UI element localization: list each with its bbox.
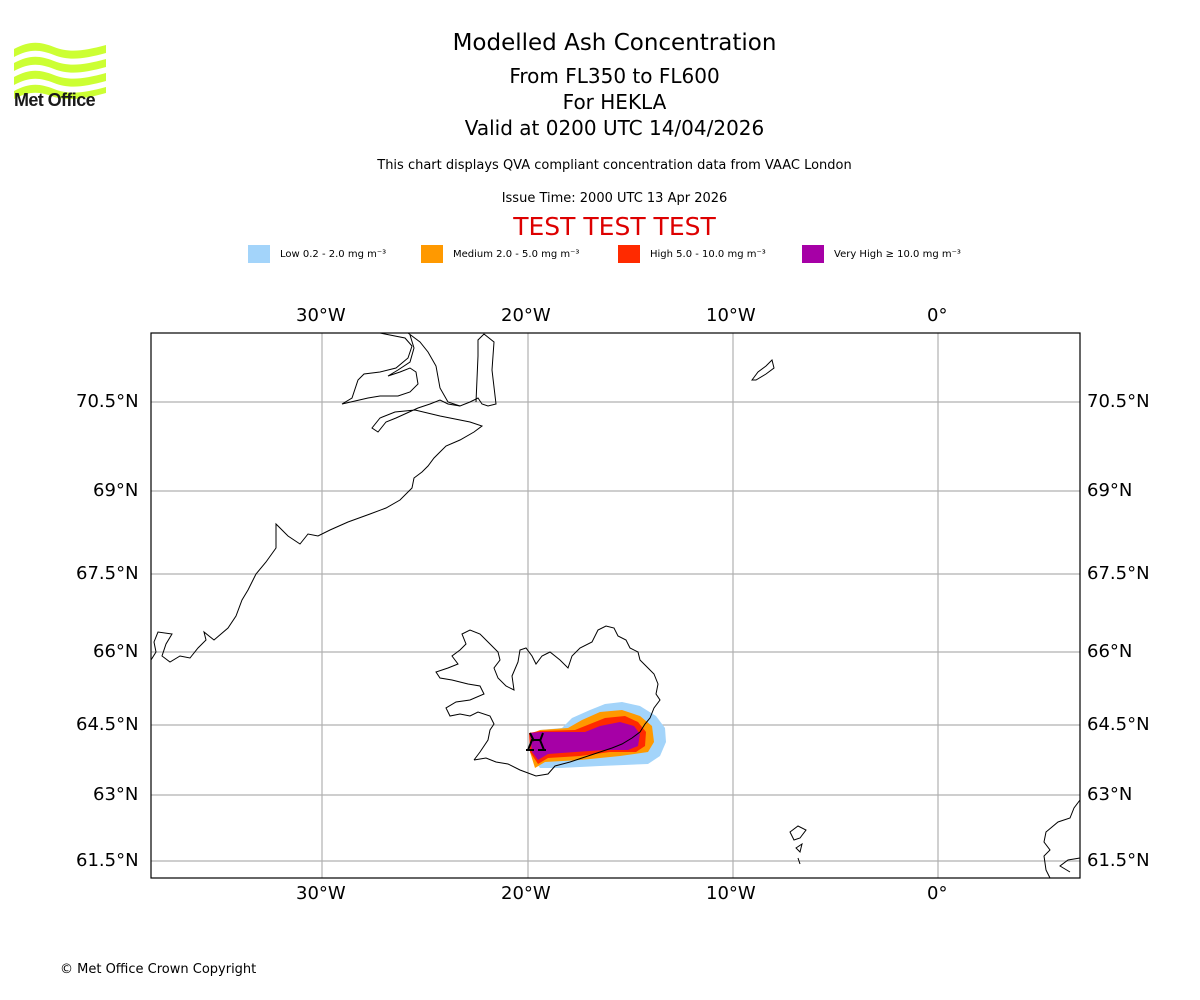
lat-tick-left-70-5: 70.5°N <box>76 391 139 412</box>
coastline-norway <box>1043 799 1081 879</box>
legend-label-high: High 5.0 - 10.0 mg m⁻³ <box>650 248 766 260</box>
lat-tick-left-61-5: 61.5°N <box>76 850 139 871</box>
coastline-iceland <box>435 625 661 777</box>
logo-text: Met Office <box>14 90 96 110</box>
copyright-footer: © Met Office Crown Copyright <box>60 962 257 977</box>
lat-tick-left-69: 69°N <box>93 480 139 501</box>
ash-high-region <box>529 716 646 764</box>
lat-tick-left-63: 63°N <box>93 784 139 805</box>
lat-tick-right-64-5: 64.5°N <box>1087 714 1150 735</box>
coastline-jan-mayen <box>751 359 775 381</box>
volcano-name: For HEKLA <box>562 90 667 114</box>
valid-time: Valid at 0200 UTC 14/04/2026 <box>464 116 765 140</box>
lon-tick-bottom-10w: 10°W <box>706 883 756 904</box>
lat-tick-right-70-5: 70.5°N <box>1087 391 1150 412</box>
test-banner: TEST TEST TEST <box>513 212 716 241</box>
issue-time: Issue Time: 2000 UTC 13 Apr 2026 <box>501 191 728 206</box>
lat-tick-right-69: 69°N <box>1087 480 1133 501</box>
met-office-logo-icon <box>14 42 106 100</box>
lon-tick-top-20w: 20°W <box>501 305 551 326</box>
legend-item-high: High 5.0 - 10.0 mg m⁻³ <box>618 244 766 264</box>
legend-swatch-high <box>618 245 640 263</box>
coastline-greenland <box>150 333 497 663</box>
lon-tick-bottom-30w: 30°W <box>296 883 346 904</box>
coastline-greenland-north <box>341 332 461 407</box>
map-frame <box>150 332 1081 879</box>
lat-tick-right-67-5: 67.5°N <box>1087 563 1150 584</box>
lat-tick-right-61-5: 61.5°N <box>1087 850 1150 871</box>
lat-tick-left-66: 66°N <box>93 641 139 662</box>
legend-label-very-high: Very High ≥ 10.0 mg m⁻³ <box>834 248 961 260</box>
lon-tick-bottom-0: 0° <box>927 883 948 904</box>
coastline-faroe <box>789 825 807 865</box>
chart-title: Modelled Ash Concentration <box>452 30 777 56</box>
lon-tick-top-10w: 10°W <box>706 305 756 326</box>
flight-levels: From FL350 to FL600 <box>509 64 720 88</box>
lat-tick-right-63: 63°N <box>1087 784 1133 805</box>
volcano-icon <box>526 732 546 751</box>
legend-label-medium: Medium 2.0 - 5.0 mg m⁻³ <box>453 248 580 260</box>
legend-item-low: Low 0.2 - 2.0 mg m⁻³ <box>248 244 386 264</box>
ash-plume <box>529 702 666 768</box>
ash-medium-region <box>530 710 654 768</box>
legend-label-low: Low 0.2 - 2.0 mg m⁻³ <box>280 248 387 260</box>
legend-item-very-high: Very High ≥ 10.0 mg m⁻³ <box>802 244 961 264</box>
lat-tick-right-66: 66°N <box>1087 641 1133 662</box>
lon-tick-bottom-20w: 20°W <box>501 883 551 904</box>
lon-tick-top-30w: 30°W <box>296 305 346 326</box>
legend-swatch-medium <box>421 245 443 263</box>
ash-low-region <box>533 702 666 768</box>
legend-swatch-very-high <box>802 245 824 263</box>
gridlines <box>151 333 1080 878</box>
legend-swatch-low <box>248 245 270 263</box>
lon-tick-top-0: 0° <box>927 305 948 326</box>
lat-tick-left-67-5: 67.5°N <box>76 563 139 584</box>
legend-item-medium: Medium 2.0 - 5.0 mg m⁻³ <box>421 244 579 264</box>
subtitle: This chart displays QVA compliant concen… <box>377 158 852 173</box>
ash-very-high-region <box>530 722 640 760</box>
coastlines <box>150 332 1081 879</box>
lat-tick-left-64-5: 64.5°N <box>76 714 139 735</box>
